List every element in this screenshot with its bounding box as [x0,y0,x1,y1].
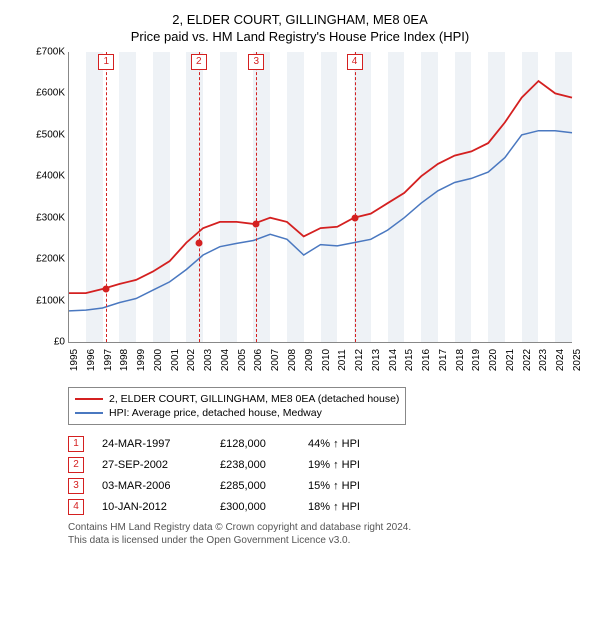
hpi-line [69,131,572,311]
x-axis-label: 2003 [203,349,214,371]
transaction-marker-dot [351,214,358,221]
legend-row-blue: HPI: Average price, detached house, Medw… [75,407,399,419]
y-axis-label: £100K [36,295,69,306]
transaction-marker-number: 2 [191,54,207,70]
x-axis-label: 1997 [103,349,114,371]
legend-row-red: 2, ELDER COURT, GILLINGHAM, ME8 0EA (det… [75,393,399,405]
x-axis-label: 2006 [253,349,264,371]
transaction-date: 27-SEP-2002 [102,459,202,471]
y-axis-label: £700K [36,47,69,58]
chart-panel: 2, ELDER COURT, GILLINGHAM, ME8 0EA Pric… [20,12,580,547]
title-line-2: Price paid vs. HM Land Registry's House … [20,29,580,44]
transaction-marker-line [256,52,257,342]
transaction-price: £128,000 [220,438,290,450]
transaction-marker-line [355,52,356,342]
x-axis-label: 2017 [438,349,449,371]
transaction-price: £238,000 [220,459,290,471]
transaction-row: 3 03-MAR-2006 £285,000 15% ↑ HPI [68,478,580,494]
transaction-date: 03-MAR-2006 [102,480,202,492]
x-axis-label: 2014 [388,349,399,371]
x-axis-label: 2009 [304,349,315,371]
chart-svg [69,52,572,342]
transaction-price: £300,000 [220,501,290,513]
y-axis-label: £400K [36,171,69,182]
transaction-number: 1 [68,436,84,452]
transaction-marker-number: 1 [98,54,114,70]
x-axis-label: 2019 [471,349,482,371]
transaction-hpi: 19% ↑ HPI [308,459,398,471]
plot-area: £0£100K£200K£300K£400K£500K£600K£700K199… [68,52,572,343]
x-axis-label: 2008 [287,349,298,371]
x-axis-label: 1998 [119,349,130,371]
transaction-number: 3 [68,478,84,494]
x-axis-label: 2007 [270,349,281,371]
transaction-date: 10-JAN-2012 [102,501,202,513]
transaction-marker-number: 4 [347,54,363,70]
x-axis-label: 2015 [404,349,415,371]
transaction-number: 4 [68,499,84,515]
transaction-marker-dot [103,285,110,292]
x-axis-label: 2024 [555,349,566,371]
price-paid-line [69,81,572,293]
x-axis-label: 2012 [354,349,365,371]
x-axis-label: 1996 [86,349,97,371]
transaction-row: 4 10-JAN-2012 £300,000 18% ↑ HPI [68,499,580,515]
x-axis-label: 1995 [69,349,80,371]
y-axis-label: £500K [36,129,69,140]
transaction-marker-line [199,52,200,342]
transactions-table: 1 24-MAR-1997 £128,000 44% ↑ HPI 2 27-SEP-200… [68,436,580,515]
transaction-marker-line [106,52,107,342]
transaction-marker-dot [253,220,260,227]
transaction-hpi: 44% ↑ HPI [308,438,398,450]
x-axis-label: 2021 [505,349,516,371]
x-axis-label: 2004 [220,349,231,371]
x-axis-label: 2011 [337,349,348,371]
footer-line-1: Contains HM Land Registry data © Crown c… [68,521,580,534]
legend: 2, ELDER COURT, GILLINGHAM, ME8 0EA (det… [68,387,406,425]
transaction-marker-number: 3 [248,54,264,70]
legend-swatch-red [75,398,103,400]
transaction-hpi: 18% ↑ HPI [308,501,398,513]
x-axis-label: 2001 [170,349,181,371]
footer-attribution: Contains HM Land Registry data © Crown c… [68,521,580,547]
x-axis-label: 2016 [421,349,432,371]
x-axis-label: 2018 [455,349,466,371]
x-axis-label: 2023 [538,349,549,371]
y-axis-label: £300K [36,212,69,223]
legend-label-red: 2, ELDER COURT, GILLINGHAM, ME8 0EA (det… [109,393,399,405]
y-axis-label: £0 [54,337,69,348]
footer-line-2: This data is licensed under the Open Gov… [68,534,580,547]
transaction-hpi: 15% ↑ HPI [308,480,398,492]
transaction-row: 2 27-SEP-2002 £238,000 19% ↑ HPI [68,457,580,473]
x-axis-label: 2025 [572,349,583,371]
transaction-number: 2 [68,457,84,473]
transaction-date: 24-MAR-1997 [102,438,202,450]
title-line-1: 2, ELDER COURT, GILLINGHAM, ME8 0EA [20,12,580,27]
transaction-row: 1 24-MAR-1997 £128,000 44% ↑ HPI [68,436,580,452]
legend-label-blue: HPI: Average price, detached house, Medw… [109,407,322,419]
x-axis-label: 1999 [136,349,147,371]
transaction-marker-dot [195,240,202,247]
transaction-price: £285,000 [220,480,290,492]
legend-swatch-blue [75,412,103,414]
x-axis-label: 2002 [186,349,197,371]
x-axis-label: 2005 [237,349,248,371]
y-axis-label: £200K [36,254,69,265]
x-axis-label: 2022 [522,349,533,371]
x-axis-label: 2020 [488,349,499,371]
y-axis-label: £600K [36,88,69,99]
x-axis-label: 2000 [153,349,164,371]
x-axis-label: 2010 [321,349,332,371]
x-axis-label: 2013 [371,349,382,371]
